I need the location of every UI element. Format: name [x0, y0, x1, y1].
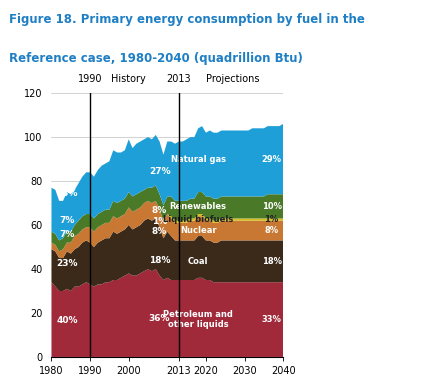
Text: 7%: 7%	[59, 216, 75, 225]
Text: Figure 18. Primary energy consumption by fuel in the: Figure 18. Primary energy consumption by…	[9, 14, 365, 26]
Text: 2013: 2013	[166, 74, 191, 84]
Text: 18%: 18%	[149, 256, 170, 265]
Text: 40%: 40%	[56, 316, 78, 325]
Text: 1%: 1%	[264, 215, 279, 224]
Text: Renewables: Renewables	[170, 202, 227, 211]
Text: Reference case, 1980-2040 (quadrillion Btu): Reference case, 1980-2040 (quadrillion B…	[9, 52, 302, 65]
Text: History: History	[111, 74, 146, 84]
Text: 29%: 29%	[262, 154, 281, 164]
Text: 27%: 27%	[149, 167, 170, 176]
Text: 18%: 18%	[262, 257, 281, 266]
Text: 36%: 36%	[149, 314, 170, 323]
Text: Natural gas: Natural gas	[171, 154, 226, 164]
Text: Projections: Projections	[206, 74, 260, 84]
Text: 1990: 1990	[78, 74, 103, 84]
Text: Nuclear: Nuclear	[180, 226, 217, 235]
Text: Coal: Coal	[188, 257, 208, 266]
Text: Petroleum and
other liquids: Petroleum and other liquids	[163, 310, 233, 329]
Text: 8%: 8%	[265, 226, 278, 235]
Text: 8%: 8%	[152, 206, 167, 215]
Text: 23%: 23%	[56, 189, 78, 197]
Text: 10%: 10%	[262, 202, 281, 211]
Text: 7%: 7%	[59, 230, 75, 239]
Text: 1%: 1%	[152, 217, 167, 226]
Text: Liquid biofuels: Liquid biofuels	[163, 215, 233, 224]
Text: 8%: 8%	[152, 227, 167, 236]
Text: 33%: 33%	[262, 315, 281, 324]
Text: 23%: 23%	[56, 259, 78, 268]
